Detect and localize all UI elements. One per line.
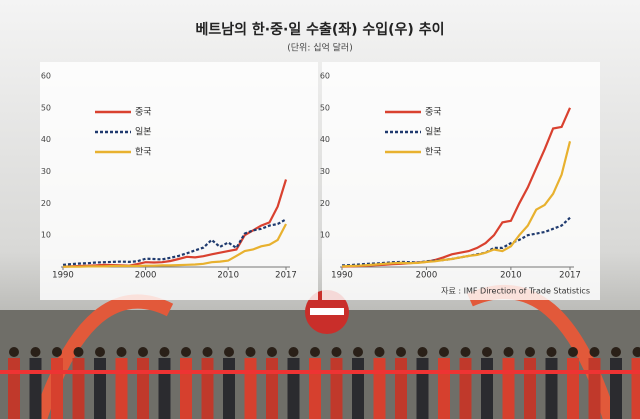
legend-label: 일본 <box>425 127 442 138</box>
x-tick-label: 2010 <box>500 271 522 281</box>
y-tick-label: 40 <box>320 135 330 144</box>
person-head <box>52 347 62 357</box>
person-head <box>417 347 428 357</box>
person-head <box>525 347 535 357</box>
person-head <box>568 347 578 357</box>
person-body <box>309 358 321 419</box>
series-line <box>62 218 287 266</box>
series-line <box>341 141 572 268</box>
person-body <box>72 358 85 419</box>
person-body <box>416 358 429 419</box>
x-tick-label: 2017 <box>275 271 297 281</box>
person-head <box>116 347 127 357</box>
person-head <box>138 347 148 357</box>
person-head <box>439 347 449 357</box>
person-head <box>95 347 105 357</box>
person-head <box>482 347 492 357</box>
person-head <box>288 347 299 357</box>
person-body <box>29 358 42 419</box>
y-tick-label: 10 <box>320 231 330 240</box>
person-head <box>30 347 41 357</box>
person-body <box>567 358 579 419</box>
person-head <box>9 347 19 357</box>
legend-label: 중국 <box>425 107 442 118</box>
person-body <box>94 358 106 419</box>
x-tick-label: 1990 <box>331 271 353 281</box>
person-body <box>459 358 472 419</box>
y-tick-label: 60 <box>320 72 330 81</box>
person-head <box>202 347 213 357</box>
person-head <box>374 347 385 357</box>
source: 자료 : IMF Direction of Trade Statistics <box>441 287 590 296</box>
x-tick-label: 2010 <box>217 271 239 281</box>
person-head <box>503 347 514 357</box>
person-head <box>73 347 84 357</box>
person-body <box>395 358 407 419</box>
y-tick-label: 20 <box>320 199 330 208</box>
person-head <box>460 347 471 357</box>
person-body <box>352 358 364 419</box>
person-head <box>611 347 621 357</box>
person-body <box>180 358 192 419</box>
y-tick-label: 60 <box>41 72 51 81</box>
person-head <box>267 347 277 357</box>
left-panel <box>40 62 318 300</box>
person-head <box>181 347 191 357</box>
x-tick-label: 2000 <box>416 271 438 281</box>
person-body <box>137 358 149 419</box>
x-tick-label: 2000 <box>135 271 157 281</box>
person-head <box>546 347 557 357</box>
person-body <box>8 358 20 419</box>
person-body <box>244 358 257 419</box>
legend-label: 한국 <box>425 147 442 158</box>
y-tick-label: 40 <box>41 135 51 144</box>
person-head <box>159 347 170 357</box>
series-line <box>341 216 571 267</box>
y-tick-label: 10 <box>41 231 51 240</box>
person-head <box>331 347 342 357</box>
person-body <box>524 358 536 419</box>
person-head <box>245 347 256 357</box>
series-line <box>62 179 288 268</box>
series-line <box>63 223 287 268</box>
person-body <box>373 358 386 419</box>
person-head <box>589 347 600 357</box>
subtitle: (단위: 십억 달러) <box>287 42 352 54</box>
legend-label: 일본 <box>135 127 152 138</box>
person-body <box>158 358 171 419</box>
y-tick-label: 50 <box>320 103 330 112</box>
person-body <box>481 358 493 419</box>
person-head <box>224 347 234 357</box>
person-head <box>396 347 406 357</box>
person-body <box>223 358 235 419</box>
person-body <box>588 358 601 419</box>
person-body <box>266 358 278 419</box>
y-tick-label: 30 <box>41 167 51 176</box>
x-tick-label: 1990 <box>52 271 74 281</box>
person-body <box>631 358 640 419</box>
person-body <box>201 358 214 419</box>
person-body <box>51 358 63 419</box>
road-sign-bar <box>310 308 344 315</box>
person-head <box>353 347 363 357</box>
person-body <box>115 358 128 419</box>
person-head <box>632 347 640 357</box>
legend-label: 한국 <box>135 147 152 158</box>
right-panel <box>322 62 600 300</box>
x-tick-label: 2017 <box>559 271 581 281</box>
title: 베트남의 한·중·일 수출(좌) 수입(우) 추이 <box>196 21 445 38</box>
y-tick-label: 30 <box>320 167 330 176</box>
person-body <box>545 358 558 419</box>
person-body <box>287 358 300 419</box>
person-head <box>310 347 320 357</box>
person-body <box>438 358 450 419</box>
person-body <box>610 358 622 419</box>
legend-label: 중국 <box>135 107 152 118</box>
person-body <box>502 358 515 419</box>
person-body <box>330 358 343 419</box>
y-tick-label: 20 <box>41 199 51 208</box>
y-tick-label: 50 <box>41 103 51 112</box>
